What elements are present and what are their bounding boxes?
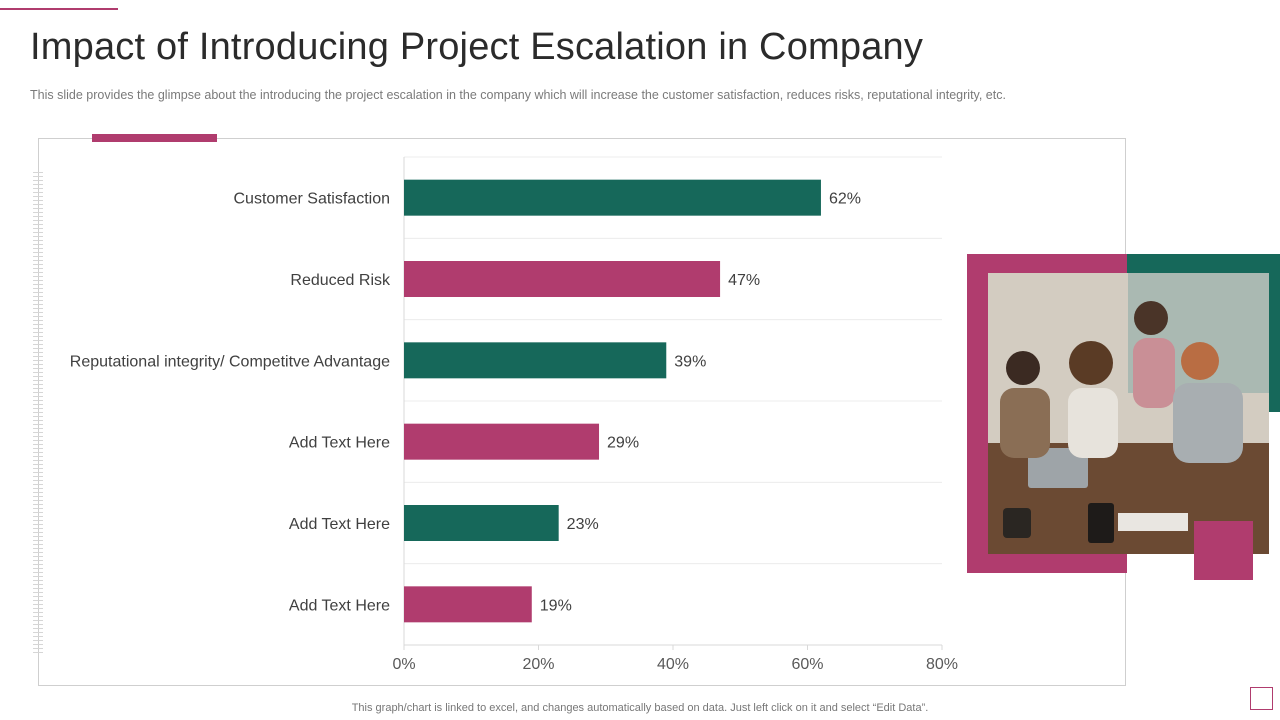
category-label: Add Text Here xyxy=(289,516,390,533)
bar[interactable] xyxy=(404,179,821,216)
top-accent-line xyxy=(0,8,118,10)
bar[interactable] xyxy=(404,261,721,297)
data-label: 29% xyxy=(607,435,639,452)
bar[interactable] xyxy=(404,586,532,623)
x-tick-label: 40% xyxy=(657,656,689,673)
page-title: Impact of Introducing Project Escalation… xyxy=(30,26,924,68)
x-tick-label: 0% xyxy=(392,656,415,673)
chart-side-hatch xyxy=(33,172,43,654)
bar[interactable] xyxy=(404,423,600,460)
x-tick-label: 20% xyxy=(522,656,554,673)
data-label: 47% xyxy=(728,272,760,289)
bar[interactable] xyxy=(404,505,559,541)
chart-frame-accent-tab xyxy=(92,134,217,142)
data-label: 19% xyxy=(540,597,572,614)
category-label: Reputational integrity/ Competitve Advan… xyxy=(70,353,390,370)
data-label: 39% xyxy=(674,353,706,370)
chart-frame[interactable] xyxy=(38,138,1126,686)
data-label: 62% xyxy=(829,191,861,208)
category-label: Customer Satisfaction xyxy=(233,191,390,208)
category-label: Add Text Here xyxy=(289,597,390,614)
category-label: Add Text Here xyxy=(289,435,390,452)
category-label: Reduced Risk xyxy=(290,272,391,289)
bar[interactable] xyxy=(404,342,667,379)
team-meeting-photo xyxy=(988,273,1269,554)
chart-footnote: This graph/chart is linked to excel, and… xyxy=(351,702,929,714)
x-tick-label: 80% xyxy=(926,656,958,673)
photo-accent-square xyxy=(1194,521,1253,580)
page-subtitle: This slide provides the glimpse about th… xyxy=(30,88,1006,102)
data-label: 23% xyxy=(567,516,599,533)
x-tick-label: 60% xyxy=(791,656,823,673)
corner-accent-box xyxy=(1250,687,1273,710)
